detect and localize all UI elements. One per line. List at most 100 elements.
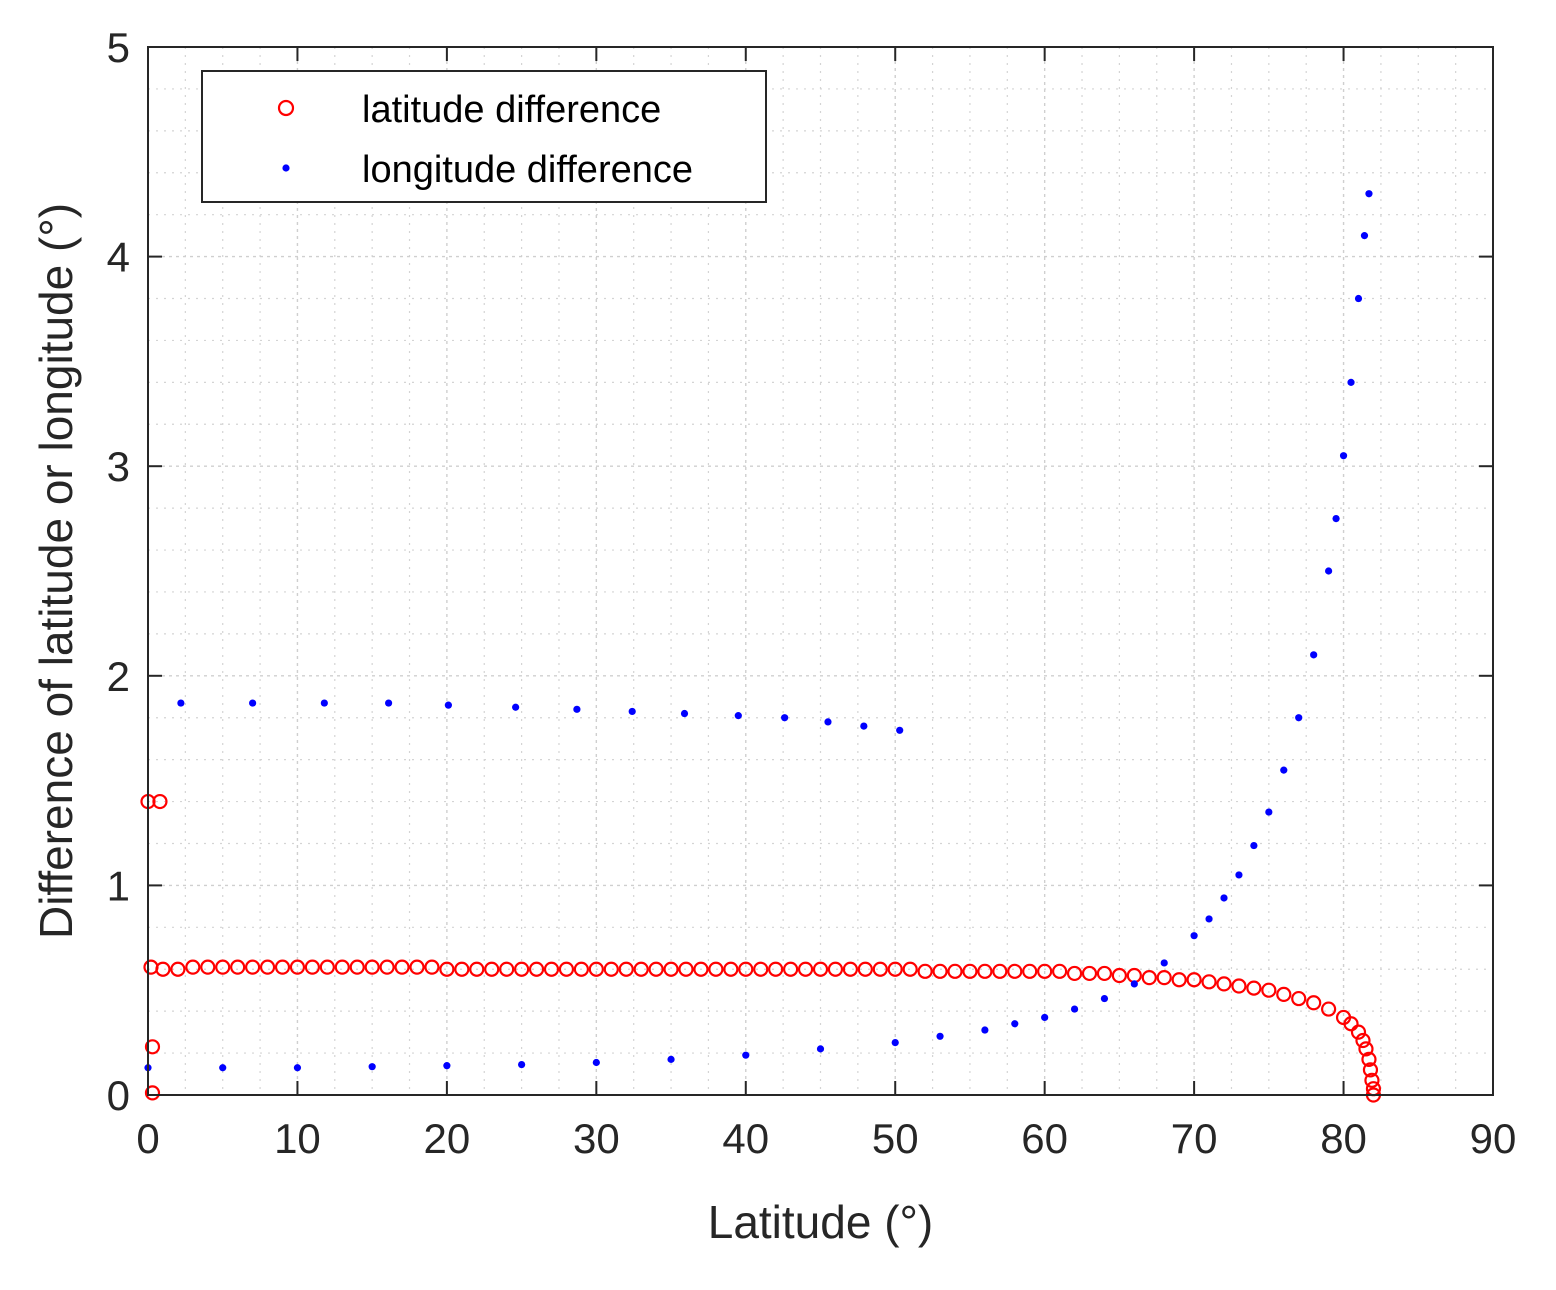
data-point-longitude-difference [518, 1061, 526, 1069]
data-point-latitude-difference [887, 961, 903, 977]
data-point-latitude-difference [753, 961, 769, 977]
data-point-latitude-difference [872, 961, 888, 977]
data-point-latitude-difference [992, 963, 1008, 979]
y-tick-label: 2 [107, 653, 130, 700]
data-point-latitude-difference [230, 959, 246, 975]
data-point-longitude-difference [680, 709, 689, 718]
data-point-latitude-difference [977, 963, 993, 979]
data-point-longitude-difference [1280, 766, 1288, 774]
data-point-latitude-difference [528, 961, 545, 977]
data-point-latitude-difference [1321, 1001, 1337, 1017]
data-point-latitude-difference [917, 963, 933, 979]
data-point-longitude-difference [1347, 378, 1355, 386]
data-point-longitude-difference [177, 699, 185, 707]
data-point-latitude-difference [1364, 1072, 1380, 1088]
data-point-longitude-difference [936, 1032, 944, 1040]
data-point-longitude-difference [385, 699, 393, 707]
data-point-longitude-difference [512, 703, 520, 711]
data-point-latitude-difference [469, 961, 485, 977]
x-tick-label: 60 [1021, 1115, 1068, 1162]
data-point-longitude-difference [1190, 932, 1198, 940]
data-point-longitude-difference [734, 712, 742, 720]
data-point-latitude-difference [693, 961, 709, 977]
y-tick-label: 4 [107, 234, 130, 281]
data-point-latitude-difference [678, 961, 694, 977]
data-point-latitude-difference [514, 961, 530, 977]
data-point-latitude-difference [439, 961, 455, 977]
data-point-longitude-difference [1250, 841, 1258, 850]
x-tick-label: 10 [274, 1115, 321, 1162]
x-tick-label: 40 [722, 1115, 769, 1162]
data-point-longitude-difference [444, 701, 452, 709]
data-point-latitude-difference [648, 961, 664, 977]
data-point-latitude-difference [633, 961, 649, 977]
data-point-latitude-difference [827, 961, 844, 977]
data-point-latitude-difference [573, 961, 589, 977]
data-point-latitude-difference [200, 959, 216, 975]
data-point-longitude-difference [320, 699, 328, 707]
data-point-longitude-difference [293, 1064, 302, 1072]
data-point-longitude-difference [443, 1062, 451, 1070]
data-point-latitude-difference [170, 961, 186, 977]
data-point-latitude-difference [738, 961, 754, 977]
x-tick-label: 50 [872, 1115, 919, 1162]
y-tick-label: 3 [107, 443, 130, 490]
data-point-latitude-difference [1156, 970, 1172, 986]
x-tick-label: 90 [1470, 1115, 1517, 1162]
data-point-latitude-difference [394, 959, 410, 975]
data-point-latitude-difference [1276, 986, 1292, 1002]
data-point-latitude-difference [289, 959, 306, 975]
data-point-latitude-difference [259, 959, 276, 975]
y-tick-label: 1 [107, 862, 130, 909]
x-tick-label: 70 [1171, 1115, 1218, 1162]
data-point-latitude-difference [603, 961, 619, 977]
data-point-longitude-difference [573, 705, 581, 713]
data-point-latitude-difference [618, 961, 634, 977]
data-point-longitude-difference [1130, 980, 1138, 988]
data-point-longitude-difference [816, 1045, 825, 1053]
data-point-longitude-difference [1070, 1005, 1079, 1013]
data-point-latitude-difference [857, 961, 873, 977]
data-point-latitude-difference [783, 961, 799, 977]
data-point-latitude-difference [1358, 1041, 1374, 1057]
data-point-latitude-difference [144, 1085, 161, 1101]
legend-entry-latitude-difference: latitude difference [277, 89, 661, 131]
data-point-longitude-difference [219, 1064, 227, 1072]
data-point-latitude-difference [1081, 965, 1098, 982]
legend-marker-open-circle [277, 99, 295, 117]
data-point-latitude-difference [768, 961, 784, 977]
grid [148, 47, 1493, 1095]
data-point-longitude-difference [781, 714, 789, 722]
data-point-latitude-difference [155, 961, 171, 977]
data-point-latitude-difference [454, 961, 470, 977]
legend: latitude difference longitude difference [201, 70, 767, 203]
data-point-latitude-difference [319, 959, 335, 975]
data-point-latitude-difference [349, 959, 365, 975]
data-point-latitude-difference [1171, 972, 1187, 988]
data-point-latitude-difference [947, 963, 963, 979]
data-point-longitude-difference [1265, 808, 1273, 816]
y-axis-title: Difference of latitude or longitude (°) [30, 203, 82, 939]
data-point-latitude-difference [1037, 963, 1053, 979]
legend-entry-longitude-difference: longitude difference [282, 149, 693, 191]
data-point-latitude-difference [1096, 965, 1113, 982]
data-point-longitude-difference [1041, 1013, 1049, 1022]
legend-box [201, 70, 767, 203]
data-point-latitude-difference [334, 959, 350, 975]
data-point-latitude-difference [484, 961, 500, 977]
data-layer [140, 190, 1382, 1103]
data-point-longitude-difference [1365, 190, 1373, 198]
data-point-latitude-difference [1361, 1051, 1377, 1067]
y-tick-label: 5 [107, 24, 130, 71]
data-point-latitude-difference [274, 959, 291, 975]
data-point-latitude-difference [558, 961, 575, 977]
data-point-longitude-difference [1011, 1020, 1019, 1028]
data-point-latitude-difference [1186, 972, 1202, 988]
data-point-latitude-difference [1350, 1024, 1367, 1040]
data-point-latitude-difference [543, 961, 560, 977]
data-point-latitude-difference [1007, 963, 1023, 979]
x-tick-label: 30 [573, 1115, 620, 1162]
data-point-latitude-difference [1362, 1062, 1379, 1078]
data-point-latitude-difference [663, 961, 679, 977]
